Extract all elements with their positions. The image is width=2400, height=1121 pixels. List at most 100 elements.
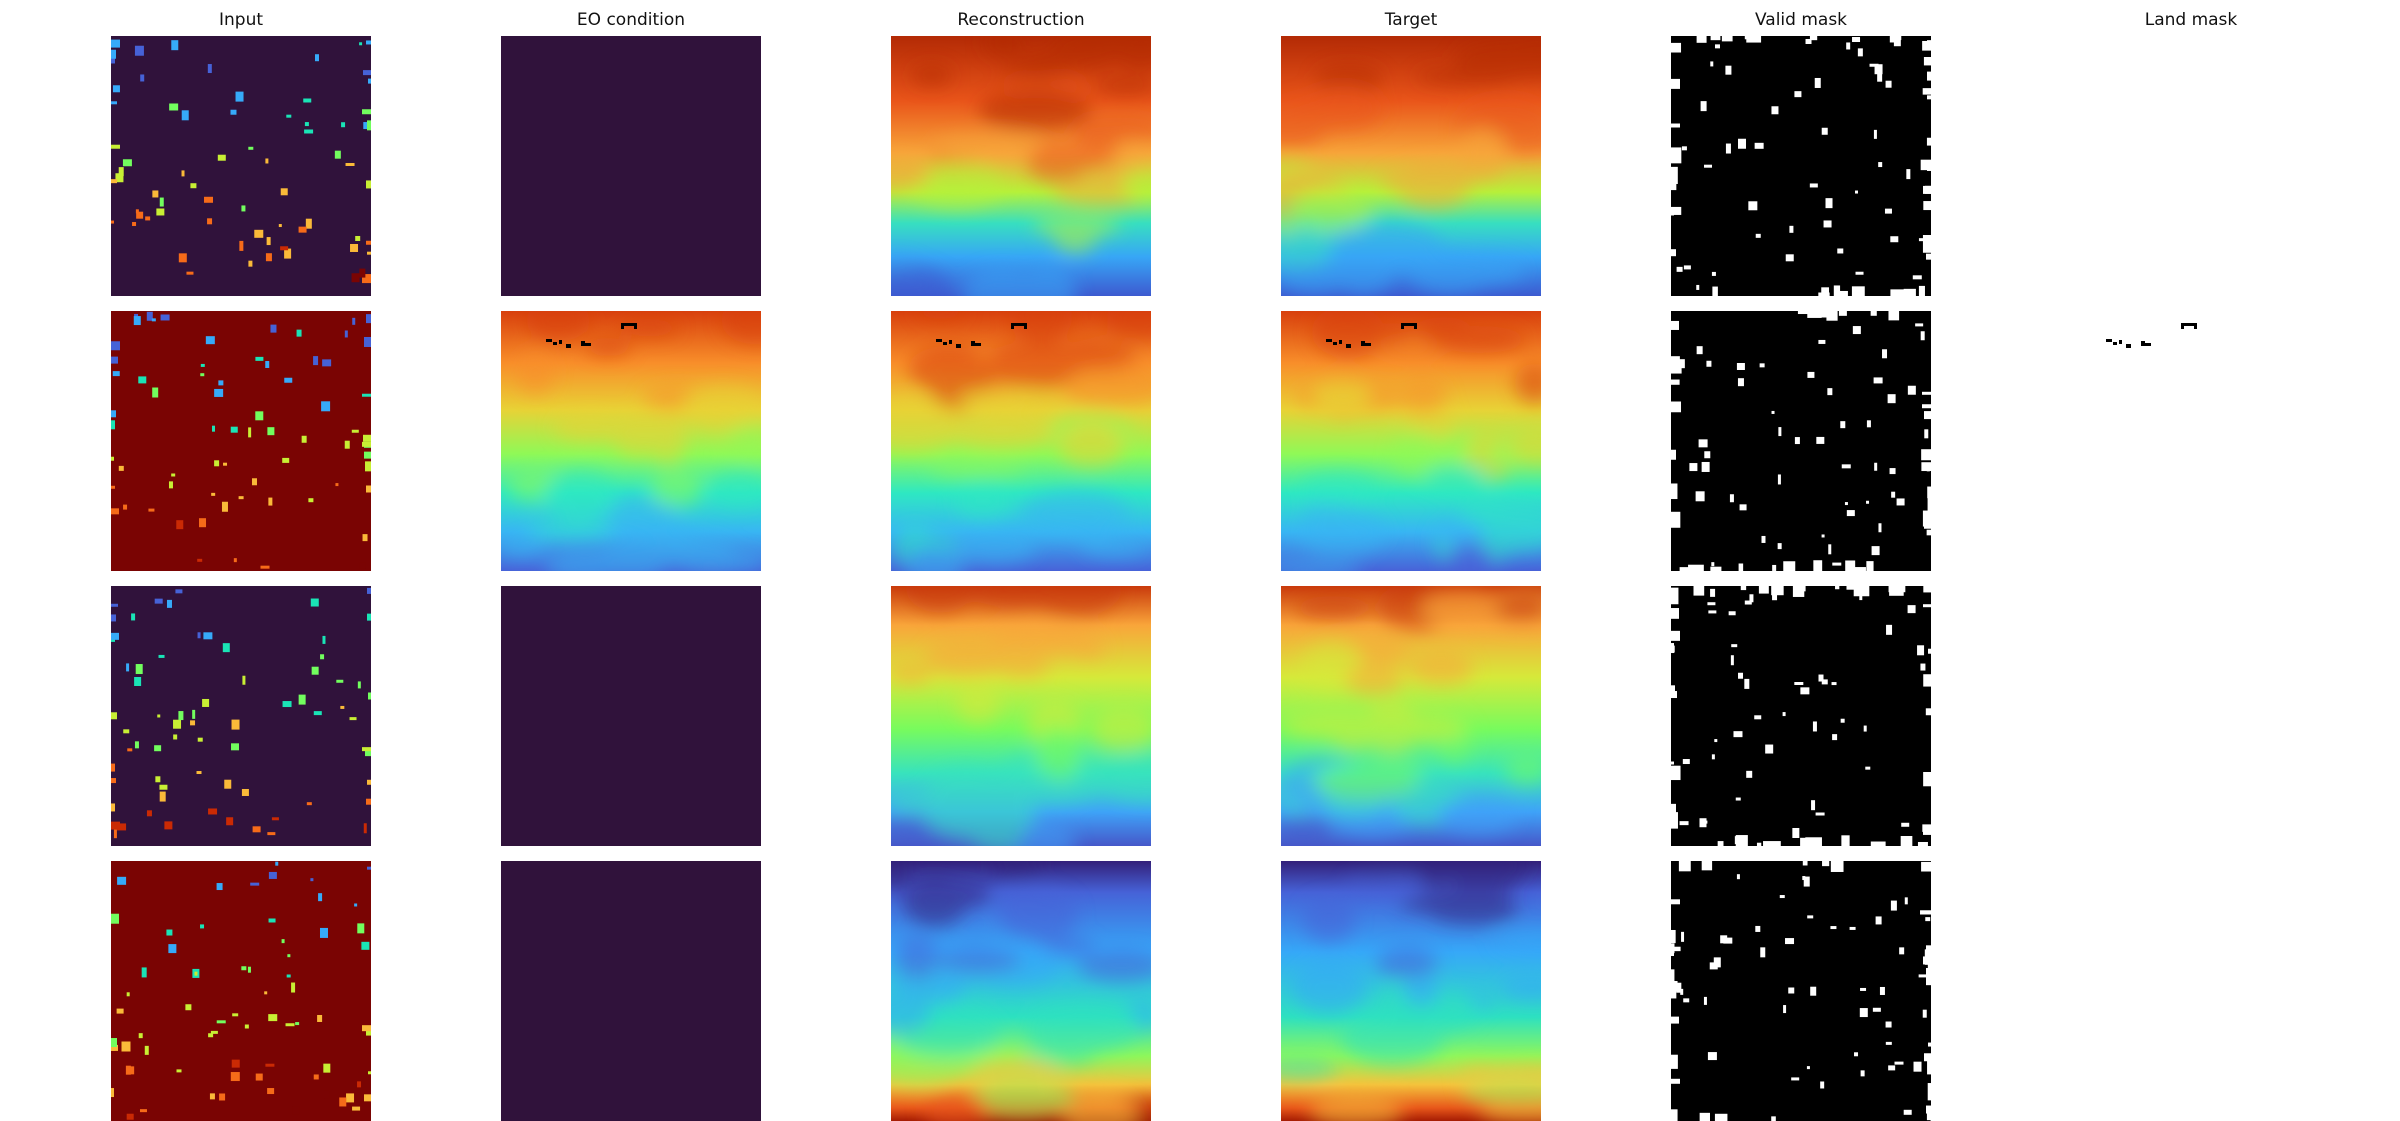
valid-mask-pixel [1756,234,1761,238]
input-sample-pixel [186,272,193,275]
valid-mask-pixel [1792,828,1799,838]
input-sample-pixel [323,1064,330,1073]
input-sample-pixel [114,829,117,838]
valid-mask-pixel [1671,207,1674,215]
input-sample-pixel [117,1009,124,1014]
valid-mask-pixel [1917,645,1924,655]
input-sample-pixel [308,498,313,502]
input-sample-pixel [302,436,307,443]
input-sample-pixel [126,1066,131,1075]
valid-mask-pixel [1865,767,1870,770]
input-sample-pixel [198,632,201,638]
valid-mask-pixel [1772,411,1775,414]
input-sample-pixel [145,216,150,220]
input-sample-pixel [313,356,318,365]
input-sample-pixel [299,695,306,705]
input-sample-pixel [210,1093,215,1099]
valid-mask-pixel [1840,421,1845,428]
input-sample-pixel [123,505,127,510]
valid-mask-pixel [1927,72,1931,81]
input-sample-pixel [252,478,257,485]
input-sample-pixel [359,42,362,45]
valid-mask-pixel [1704,997,1707,1005]
input-sample-pixel [366,40,371,44]
valid-mask-pixel [1810,183,1818,187]
valid-mask-pixel [1816,813,1825,816]
input-sample-pixel [169,103,178,110]
input-sample-pixel [367,780,371,785]
input-sample-pixel [134,316,141,325]
input-sample-pixel [111,179,117,183]
valid-mask-pixel [1676,359,1685,368]
valid-mask-pixel [1677,267,1683,272]
input-sample-pixel [352,430,359,433]
column-title-input: Input [111,10,371,30]
input-sample-pixel [366,314,371,323]
valid-mask-pixel [1885,209,1892,214]
valid-mask-pixel [1807,1066,1810,1069]
input-sample-pixel [111,221,114,224]
valid-mask-pixel [1886,81,1892,88]
valid-mask-pixel [1760,947,1765,957]
valid-mask-pixel [1778,427,1781,436]
valid-mask-pixel [1811,800,1815,810]
input-sample-pixel [264,991,267,994]
valid-mask-pixel [1901,823,1909,827]
valid-mask-pixel [1914,1062,1922,1072]
valid-mask-pixel [1860,988,1866,991]
input-sample-pixel [117,877,126,885]
input-sample-pixel [267,1088,274,1094]
input-sample-pixel [217,1020,226,1023]
valid-mask-pixel [1723,938,1732,944]
input-sample-pixel [286,1023,295,1026]
input-sample-pixel [367,252,371,255]
valid-mask-pixel [1854,1052,1858,1056]
input-sample-pixel [312,667,319,675]
input-sample-pixel [197,559,202,562]
valid-mask-pixel [1886,1022,1892,1028]
panel-reconstruction-row-2 [891,311,1151,571]
valid-mask-pixel [1707,602,1715,605]
input-sample-pixel [234,558,237,562]
valid-mask-pixel [1746,771,1752,778]
valid-mask-pixel [1760,363,1765,367]
input-sample-pixel [322,636,325,644]
input-sample-pixel [267,427,274,435]
input-sample-pixel [200,373,204,376]
input-sample-pixel [111,803,115,811]
input-sample-pixel [173,734,177,739]
valid-mask-pixel [1842,464,1851,468]
input-sample-pixel [160,792,166,802]
input-sample-pixel [364,452,371,459]
input-sample-pixel [135,46,144,56]
input-sample-pixel [255,411,263,420]
valid-mask-pixel [1704,821,1707,824]
panel-target-row-1 [1281,36,1541,296]
input-sample-pixel [123,729,129,733]
valid-mask-pixel [1731,644,1737,647]
valid-mask-pixel [1807,915,1813,918]
input-sample-pixel [362,1025,371,1031]
valid-mask-pixel [1890,236,1898,242]
input-sample-pixel [131,613,135,620]
input-sample-pixel [132,222,136,226]
valid-mask-pixel [1755,926,1760,932]
input-sample-pixel [111,145,120,149]
valid-mask-pixel [1841,719,1845,723]
valid-mask-pixel [1726,144,1731,154]
valid-mask-pixel [1794,91,1801,97]
input-sample-pixel [160,198,164,207]
input-sample-pixel [113,85,120,92]
valid-mask-pixel [1866,501,1869,504]
input-sample-pixel [284,378,292,383]
input-sample-pixel [166,930,172,936]
input-sample-pixel [135,741,139,748]
input-sample-pixel [231,743,239,750]
valid-mask-pixel [1830,926,1836,929]
valid-mask-pixel [1815,78,1821,88]
valid-mask-pixel [1899,947,1904,954]
input-sample-pixel [266,253,272,261]
valid-mask-pixel [1783,712,1786,716]
valid-mask-pixel [1683,998,1689,1002]
input-sample-pixel [315,54,319,61]
